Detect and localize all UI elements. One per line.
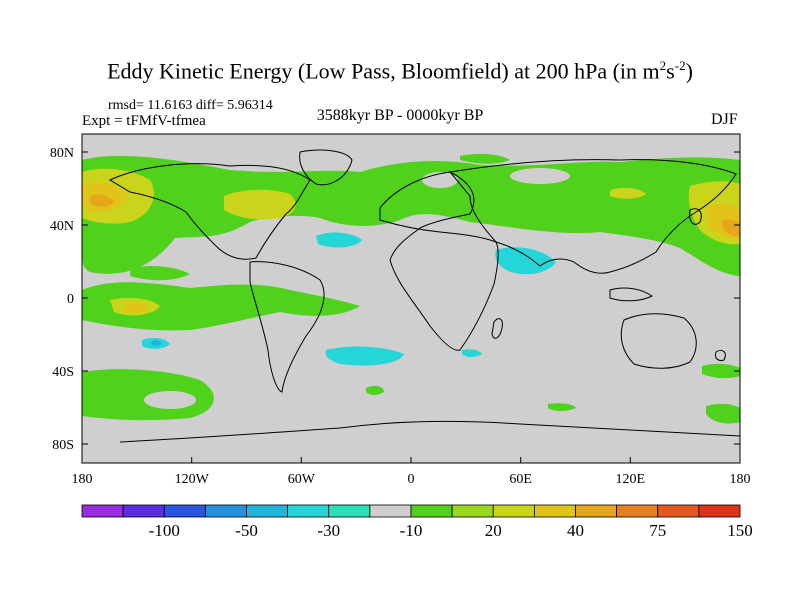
stats-label: rmsd= 11.6163 diff= 5.96314 [108,98,273,113]
latitude-axis: 80N 40N 0 40S 80S [50,146,740,453]
lon-tick-label: 180 [72,472,93,487]
period-label: 3588kyr BP - 0000kyr BP [316,107,484,124]
lat-tick-label: 80N [50,146,74,161]
colorbar-swatch [533,504,576,518]
colorbar-swatch [204,504,247,518]
longitude-axis: 180 120W 60W 0 60E 120E 180 [72,457,751,487]
colorbar-swatch [698,504,741,518]
colorbar-swatch [287,504,330,518]
colorbar-swatch [575,504,618,518]
colorbar-swatch [616,504,659,518]
colorbar-label: 75 [649,521,666,540]
stronger-negative-spot [151,340,161,346]
colorbar-label: -10 [400,521,423,540]
lat-tick-label: 40S [52,365,74,380]
colorbar-label: 20 [485,521,502,540]
colorbar-swatch [163,504,206,518]
lon-tick-label: 0 [408,472,415,487]
lat-tick-label: 0 [67,292,74,307]
colorbar-swatch [328,504,371,518]
lon-tick-label: 60E [509,472,532,487]
negative-anomaly-regions [142,232,556,366]
neutral-gaps [144,168,570,409]
colorbar-swatch [122,504,165,518]
colorbar-label: -100 [149,521,180,540]
lat-tick-label: 80S [52,438,74,453]
colorbar-swatch [657,504,700,518]
colorbar-swatch [410,504,453,518]
lon-tick-label: 120E [616,472,646,487]
colorbar-swatch [81,504,124,518]
lon-tick-label: 60W [288,472,316,487]
season-label: DJF [711,111,738,128]
lat-tick-label: 40N [50,219,74,234]
colorbar-label: -30 [317,521,340,540]
strong-anomaly-regions [82,168,740,316]
colorbar [81,504,741,518]
lon-tick-label: 180 [730,472,751,487]
coastlines [108,149,740,443]
colorbar-labels: -100 -50 -30 -10 20 40 75 150 [149,521,753,540]
positive-anomaly-regions [82,153,740,424]
colorbar-label: -50 [235,521,258,540]
colorbar-swatch [369,504,412,518]
plot-title: Eddy Kinetic Energy (Low Pass, Bloomfiel… [107,58,693,84]
colorbar-label: 40 [567,521,584,540]
colorbar-swatch [246,504,289,518]
colorbar-swatch [451,504,494,518]
colorbar-swatch [492,504,535,518]
lon-tick-label: 120W [175,472,210,487]
colorbar-label: 150 [727,521,753,540]
map-field [82,134,740,463]
experiment-label: Expt = tFMfV-tfmea [82,113,206,129]
